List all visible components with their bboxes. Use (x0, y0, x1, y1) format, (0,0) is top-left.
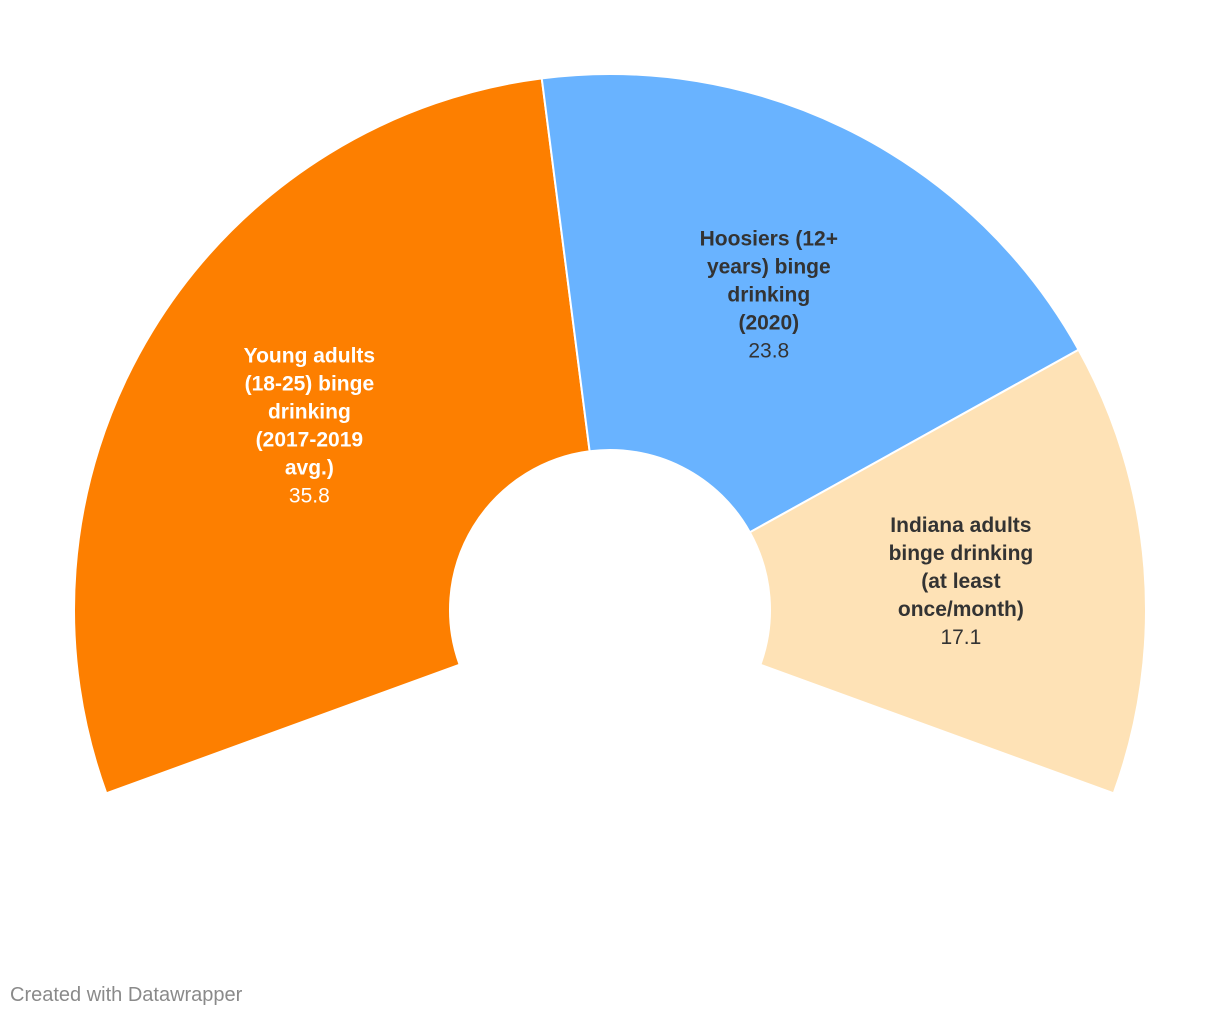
slice-3-label-line: binge drinking (889, 542, 1034, 565)
slice-1-label-line: (18-25) binge (245, 372, 375, 395)
slice-2-label-line: (2020) (738, 311, 799, 334)
slice-3-label-line: (at least (921, 570, 1000, 593)
slice-2-label-line: drinking (727, 283, 810, 306)
slice-1-value: 35.8 (289, 484, 330, 507)
slice-3-label-group: Indiana adults binge drinking (at least onc… (889, 514, 1034, 649)
slice-1-label-group: Young adults (18-25) binge drinking (2017-2… (244, 344, 375, 507)
datawrapper-credit: Created with Datawrapper (10, 984, 243, 1006)
slice-3-label-line: once/month) (898, 598, 1024, 621)
slice-3-label-line: Indiana adults (890, 514, 1031, 537)
slice-2-label-line: Hoosiers (12+ (700, 227, 838, 250)
slice-1-label-line: avg.) (285, 456, 334, 479)
slice-2-label-line: years) binge (707, 255, 831, 278)
slice-3 (748, 348, 1147, 795)
slice-1-label-line: drinking (268, 400, 351, 423)
slice-3-value: 17.1 (940, 626, 981, 649)
slice-1 (73, 77, 591, 795)
slice-2-label-group: Hoosiers (12+ years) binge drinking (2020) 2… (700, 227, 838, 362)
slice-2 (540, 73, 1080, 534)
slice-1-label-line: (2017-2019 (256, 428, 363, 451)
slice-2-value: 23.8 (748, 339, 789, 362)
slice-1-label-line: Young adults (244, 344, 375, 367)
